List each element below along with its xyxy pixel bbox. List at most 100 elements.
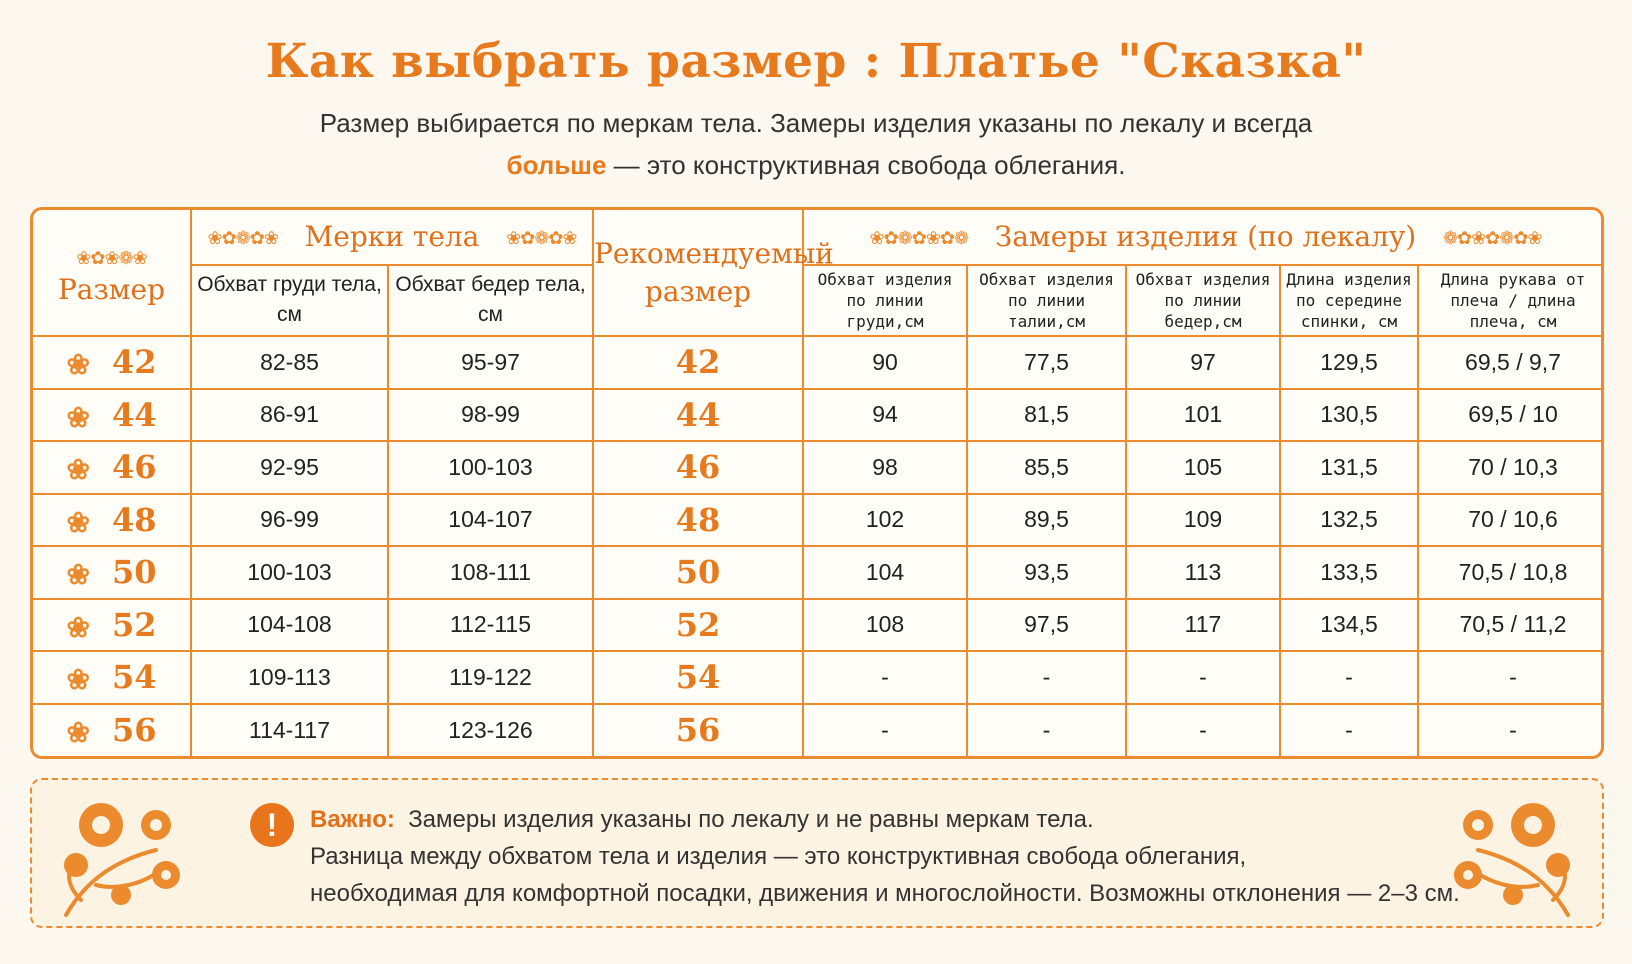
garment-value-cell: 105 bbox=[1125, 440, 1281, 495]
hips-cell: 98-99 bbox=[387, 387, 594, 442]
garment-value-cell: - bbox=[1279, 650, 1419, 705]
recommended-size-cell: 52 bbox=[592, 597, 804, 652]
notice-line-3: необходимая для комфортной посадки, движ… bbox=[310, 880, 1460, 907]
garment-value-cell: 94 bbox=[802, 387, 968, 442]
flower-icon: ❀ bbox=[66, 558, 90, 592]
garment-value-cell: 90 bbox=[802, 335, 968, 390]
garment-value-cell: 70,5 / 11,2 bbox=[1416, 597, 1601, 652]
exclamation-icon: ! bbox=[250, 803, 294, 847]
chest-cell: 86-91 bbox=[190, 387, 389, 442]
chest-cell: 114-117 bbox=[190, 702, 389, 756]
hips-cell: 100-103 bbox=[387, 440, 594, 495]
floral-ornament-icon: ❀✿❁✿❀✿❁ bbox=[869, 228, 970, 250]
floral-ornament-icon: ❁✿❀✿❁✿❀ bbox=[1442, 228, 1543, 250]
floral-ornament-icon: ❀✿❁✿❀ bbox=[506, 228, 577, 250]
flower-icon: ❀ bbox=[66, 348, 90, 382]
recommended-size-cell: 42 bbox=[592, 335, 804, 390]
garment-col-header: Длина изделия по середине спинки, см bbox=[1279, 263, 1419, 338]
floral-ornament-icon: ❀✿❀❁❀ bbox=[76, 247, 147, 269]
floral-ornament-icon bbox=[46, 790, 196, 920]
garment-value-cell: 89,5 bbox=[966, 492, 1127, 547]
garment-value-cell: 113 bbox=[1125, 545, 1281, 600]
table-row: ❀ 44 86-91 98-99 44 94 81,5 101 130,5 69,5 / 10 bbox=[33, 387, 1601, 442]
garment-value-cell: 108 bbox=[802, 597, 968, 652]
size-column-header: ❀✿❀❁❀ Размер bbox=[33, 210, 192, 337]
garment-value-cell: 85,5 bbox=[966, 440, 1127, 495]
recommended-size-cell: 50 bbox=[592, 545, 804, 600]
page-title: Как выбрать размер : Платье "Сказка" bbox=[265, 34, 1367, 89]
size-cell: ❀ 50 bbox=[33, 545, 192, 600]
chest-cell: 92-95 bbox=[190, 440, 389, 495]
flower-icon: ❀ bbox=[66, 610, 90, 644]
flower-icon: ❀ bbox=[66, 505, 90, 539]
hips-cell: 108-111 bbox=[387, 545, 594, 600]
chest-cell: 100-103 bbox=[190, 545, 389, 600]
garment-col-header: Обхват изделия по линии талии,см bbox=[966, 263, 1127, 338]
recommended-size-cell: 48 bbox=[592, 492, 804, 547]
garment-value-cell: 132,5 bbox=[1279, 492, 1419, 547]
size-table: ❀✿❀❁❀ Размер ❀✿❁✿❀ Мерки тела ❀✿❁✿❀ Реко… bbox=[30, 207, 1604, 759]
recommended-size-header: Рекомендуемый размер bbox=[592, 210, 834, 337]
garment-value-cell: 104 bbox=[802, 545, 968, 600]
garment-value-cell: 98 bbox=[802, 440, 968, 495]
garment-value-cell: 93,5 bbox=[966, 545, 1127, 600]
notice-label: Важно: bbox=[310, 806, 395, 833]
table-row: ❀ 54 109-113 119-122 54- - - - - bbox=[33, 650, 1601, 705]
table-row: ❀ 42 82-85 95-97 42 90 77,5 97 129,5 69,5 / 9,7 bbox=[33, 335, 1601, 390]
garment-value-cell: 70,5 / 10,8 bbox=[1416, 545, 1601, 600]
size-cell: ❀ 54 bbox=[33, 650, 192, 705]
garment-value-cell: - bbox=[1279, 702, 1419, 756]
chest-cell: 109-113 bbox=[190, 650, 389, 705]
garment-value-cell: 77,5 bbox=[966, 335, 1127, 390]
recommended-size-cell: 56 bbox=[592, 702, 804, 756]
size-cell: ❀ 48 bbox=[33, 492, 192, 547]
garment-value-cell: 102 bbox=[802, 492, 968, 547]
hips-cell: 112-115 bbox=[387, 597, 594, 652]
flower-icon: ❀ bbox=[66, 400, 90, 434]
chest-cell: 82-85 bbox=[190, 335, 389, 390]
size-cell: ❀ 56 bbox=[33, 702, 192, 756]
garment-value-cell: 69,5 / 9,7 bbox=[1416, 335, 1601, 390]
hips-cell: 104-107 bbox=[387, 492, 594, 547]
size-cell: ❀ 44 bbox=[33, 387, 192, 442]
garment-value-cell: 134,5 bbox=[1279, 597, 1419, 652]
body-col-header: Обхват груди тела, см bbox=[191, 263, 389, 338]
garment-value-cell: 81,5 bbox=[966, 387, 1127, 442]
subtitle-emphasis: больше bbox=[506, 150, 607, 180]
notice-line-1: Важно: Замеры изделия указаны по лекалу … bbox=[310, 806, 1094, 833]
garment-value-cell: 70 / 10,6 bbox=[1416, 492, 1601, 547]
flower-icon: ❀ bbox=[66, 453, 90, 487]
garment-value-cell: 130,5 bbox=[1279, 387, 1419, 442]
garment-value-cell: 97 bbox=[1125, 335, 1281, 390]
garment-value-cell: - bbox=[802, 650, 968, 705]
table-row: ❀ 52 104-108 112-115 52 108 97,5 117 134,5 70,5 /… bbox=[33, 597, 1601, 652]
garment-value-cell: 97,5 bbox=[966, 597, 1127, 652]
garment-value-cell: 117 bbox=[1125, 597, 1281, 652]
subtitle-line-2: больше — это конструктивная свобода обле… bbox=[0, 150, 1632, 181]
hips-cell: 95-97 bbox=[387, 335, 594, 390]
size-cell: ❀ 52 bbox=[33, 597, 192, 652]
garment-col-header: Обхват изделия по линии груди,см bbox=[802, 263, 968, 338]
garment-value-cell: - bbox=[1125, 650, 1281, 705]
body-measurements-header: ❀✿❁✿❀ Мерки тела ❀✿❁✿❀ bbox=[190, 210, 594, 266]
notice-line-2: Разница между обхватом тела и изделия — … bbox=[310, 843, 1247, 870]
flower-icon: ❀ bbox=[66, 716, 90, 750]
garment-value-cell: - bbox=[1416, 650, 1601, 705]
garment-value-cell: - bbox=[1416, 702, 1601, 756]
size-cell: ❀ 46 bbox=[33, 440, 192, 495]
garment-measurements-header: ❀✿❁✿❀✿❁ Замеры изделия (по лекалу) ❁✿❀✿❁… bbox=[801, 210, 1601, 266]
garment-value-cell: 131,5 bbox=[1279, 440, 1419, 495]
floral-ornament-icon bbox=[1438, 790, 1588, 920]
garment-value-cell: - bbox=[966, 702, 1127, 756]
table-row: ❀ 48 96-99 104-107 48 102 89,5 109 132,5 70 / 10,… bbox=[33, 492, 1601, 547]
subtitle-line-1: Размер выбирается по меркам тела. Замеры… bbox=[319, 108, 1313, 138]
recommended-size-cell: 46 bbox=[592, 440, 804, 495]
garment-value-cell: - bbox=[1125, 702, 1281, 756]
size-cell: ❀ 42 bbox=[33, 335, 192, 390]
recommended-size-cell: 44 bbox=[592, 387, 804, 442]
garment-col-header: Длина рукава от плеча / длина плеча, см bbox=[1416, 263, 1601, 338]
table-row: ❀ 56 114-117 123-126 56- - - - - bbox=[33, 702, 1601, 756]
garment-value-cell: 133,5 bbox=[1279, 545, 1419, 600]
garment-value-cell: - bbox=[802, 702, 968, 756]
subtitle-rest: — это конструктивная свобода облегания. bbox=[606, 150, 1126, 180]
